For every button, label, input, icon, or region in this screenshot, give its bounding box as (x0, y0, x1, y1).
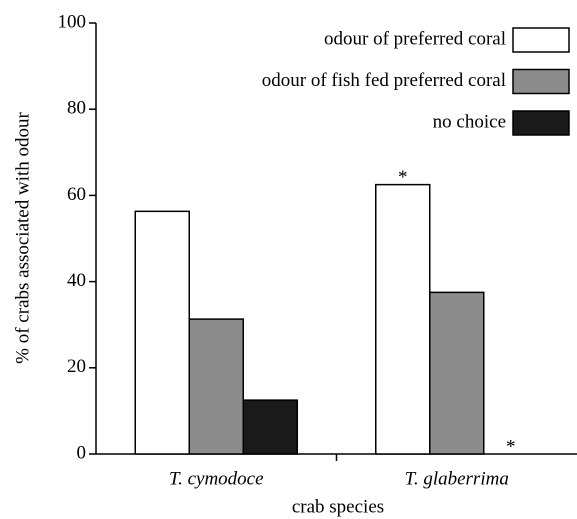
y-tick-label: 80 (67, 98, 86, 119)
bar (429, 291, 485, 455)
x-axis-label: crab species (292, 496, 384, 517)
bar (375, 183, 431, 455)
legend-swatch (512, 27, 570, 53)
bar (188, 318, 244, 455)
annotation: * (398, 167, 408, 188)
legend-swatch (512, 68, 570, 95)
legend-label: odour of preferred coral (324, 28, 506, 49)
y-axis-label: % of crabs associated with odour (12, 111, 33, 363)
y-tick-label: 100 (58, 11, 87, 32)
y-tick-label: 20 (67, 356, 86, 377)
legend-swatch (512, 110, 570, 136)
y-tick-label: 40 (67, 270, 86, 291)
y-tick-label: 0 (77, 442, 87, 463)
bar (242, 399, 298, 455)
x-tick-label: T. glaberrima (405, 468, 509, 489)
x-tick-label: T. cymodoce (169, 468, 264, 489)
annotation: * (506, 436, 516, 457)
y-tick-label: 60 (67, 184, 86, 205)
legend-label: no choice (433, 111, 506, 132)
legend-label: odour of fish fed preferred coral (262, 70, 506, 91)
bar (134, 210, 190, 455)
